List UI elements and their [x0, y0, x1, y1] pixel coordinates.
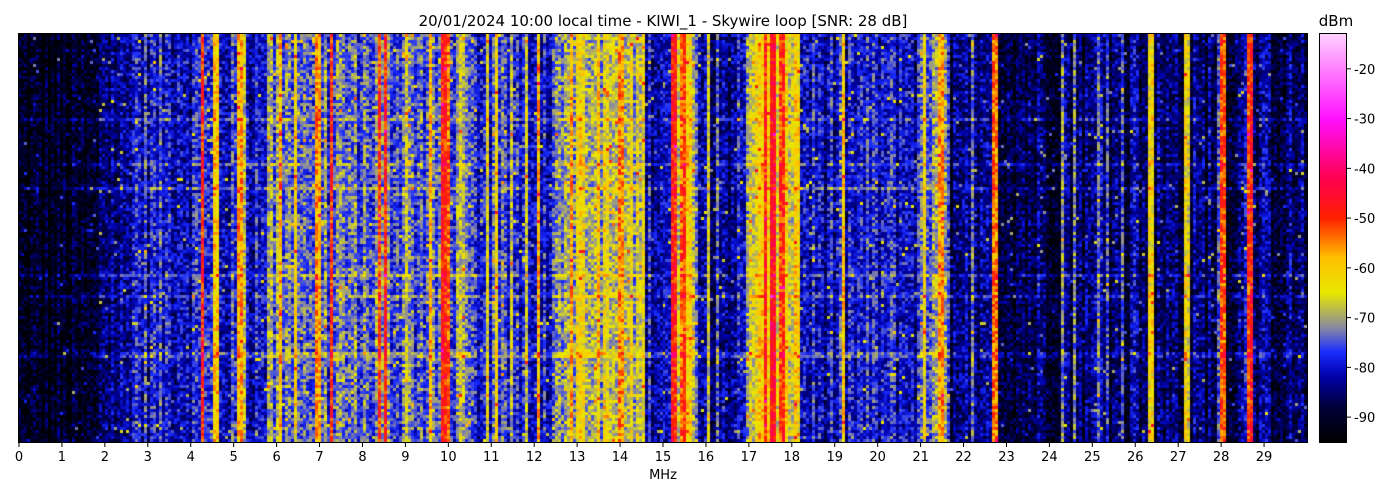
x-tick-label: 27	[1170, 450, 1187, 465]
x-tick-label: 3	[144, 450, 152, 465]
x-tick-label: 7	[315, 450, 323, 465]
x-tick-label: 25	[1084, 450, 1101, 465]
colorbar-tick-label: -90	[1354, 411, 1375, 426]
x-tick-label: 8	[358, 450, 366, 465]
x-tick-label: 2	[101, 450, 109, 465]
x-tick-label: 21	[912, 450, 929, 465]
colorbar-tick-label: -40	[1354, 162, 1375, 177]
x-tick-label: 29	[1256, 450, 1273, 465]
colorbar-tick-label: -70	[1354, 312, 1375, 327]
x-tick-label: 4	[187, 450, 195, 465]
x-tick-label: 19	[826, 450, 843, 465]
x-tick-label: 1	[58, 450, 66, 465]
colorbar-tick-label: -30	[1354, 113, 1375, 128]
colorbar-tick-label: -20	[1354, 63, 1375, 78]
x-tick-label: 24	[1041, 450, 1058, 465]
x-tick-label: 5	[230, 450, 238, 465]
colorbar-title: dBm	[1318, 12, 1354, 30]
colorbar-tick-label: -80	[1354, 361, 1375, 376]
colorbar-tick-label: -50	[1354, 212, 1375, 227]
x-tick-label: 12	[526, 450, 543, 465]
x-tick-label: 26	[1127, 450, 1144, 465]
colorbar	[1319, 33, 1347, 443]
x-tick-label: 22	[955, 450, 972, 465]
x-tick-label: 9	[401, 450, 409, 465]
x-tick-label: 10	[440, 450, 457, 465]
x-tick-label: 18	[784, 450, 801, 465]
x-tick-label: 13	[569, 450, 586, 465]
waterfall-heatmap	[19, 34, 1307, 442]
x-tick-label: 16	[698, 450, 715, 465]
x-tick-label: 11	[483, 450, 500, 465]
x-tick-label: 17	[741, 450, 758, 465]
x-tick-label: 28	[1213, 450, 1230, 465]
x-tick-label: 20	[869, 450, 886, 465]
x-tick-label: 23	[998, 450, 1015, 465]
x-tick-label: 14	[612, 450, 629, 465]
waterfall-plot	[18, 33, 1308, 443]
x-axis-label: MHz	[649, 468, 677, 483]
x-tick-label: 6	[272, 450, 280, 465]
x-tick-label: 0	[15, 450, 23, 465]
colorbar-tick-label: -60	[1354, 262, 1375, 277]
chart-title: 20/01/2024 10:00 local time - KIWI_1 - S…	[418, 12, 908, 30]
x-tick-label: 15	[655, 450, 672, 465]
